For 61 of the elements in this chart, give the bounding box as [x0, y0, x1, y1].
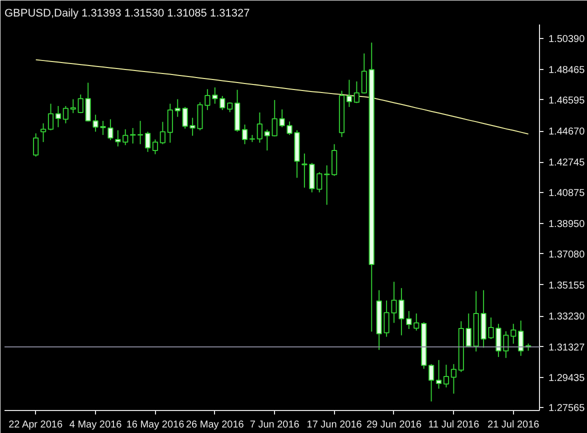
y-tick-label: 1.48465: [548, 65, 586, 76]
candlestick: [122, 128, 128, 146]
candlestick: [466, 312, 472, 348]
candlestick: [443, 364, 450, 388]
candlestick: [130, 127, 136, 144]
candlestick: [137, 120, 144, 145]
candlestick: [346, 79, 352, 108]
candlestick: [220, 95, 226, 111]
y-tick-label: 1.40875: [548, 188, 586, 199]
x-tick-label: 4 May 2016: [69, 420, 122, 430]
candlestick: [436, 360, 442, 390]
y-tick-label: 1.38950: [548, 219, 586, 230]
x-tick-label: 26 May 2016: [186, 420, 244, 430]
candlestick: [428, 364, 434, 402]
candlestick: [167, 103, 173, 144]
candlestick: [450, 364, 457, 394]
y-tick-label: 1.33230: [548, 312, 586, 323]
candlestick: [324, 164, 330, 206]
candlestick: [414, 312, 420, 332]
candlestick: [62, 106, 68, 124]
line-series: [35, 59, 529, 134]
x-tick-label: 16 May 2016: [126, 420, 185, 430]
ref-line-label: 1.31327: [548, 342, 586, 354]
x-tick-label: 21 Jul 2016: [488, 420, 540, 430]
candlestick: [272, 100, 278, 137]
x-tick-label: 7 Jun 2016: [250, 420, 300, 430]
y-tick-label: 1.44670: [548, 126, 586, 138]
chart-title: GBPUSD,Daily 1.31393 1.31530 1.31085 1.31327: [4, 8, 250, 20]
candlestick: [48, 103, 54, 131]
candlestick: [40, 122, 46, 143]
x-tick-label: 11 Jul 2016: [428, 420, 480, 430]
y-tick-label: 1.35155: [548, 280, 586, 292]
candlestick: [160, 121, 166, 145]
candlestick: [510, 323, 516, 344]
candlestick: [70, 98, 76, 114]
candlestick: [242, 124, 248, 145]
candlestick: [316, 172, 322, 193]
y-tick-label: 1.29435: [548, 372, 586, 384]
y-tick-label: 1.50390: [548, 34, 586, 46]
candlestick: [264, 129, 270, 151]
candlestick: [144, 131, 151, 152]
candlestick: [85, 82, 91, 122]
candlestick: [78, 94, 84, 114]
candlestick: [55, 106, 62, 128]
candlestick: [108, 118, 114, 141]
y-tick-label: 1.46595: [548, 95, 586, 106]
candlestick: [354, 80, 360, 104]
x-tick-label: 22 Apr 2016: [8, 420, 63, 430]
candlestick: [361, 52, 367, 94]
y-tick-label: 1.27565: [548, 403, 586, 414]
candlestick: [256, 112, 262, 144]
candlestick: [33, 132, 39, 158]
candlestick: [279, 108, 285, 128]
y-tick-label: 1.42745: [548, 158, 586, 169]
candlestick: [518, 320, 524, 356]
candlestick: [115, 130, 121, 147]
y-tick-label: 1.37080: [548, 249, 586, 260]
candlestick: [152, 138, 158, 155]
x-tick-label: 29 Jun 2016: [366, 420, 422, 430]
candlestick: [174, 98, 180, 118]
x-tick-label: 17 Jun 2016: [306, 420, 362, 430]
